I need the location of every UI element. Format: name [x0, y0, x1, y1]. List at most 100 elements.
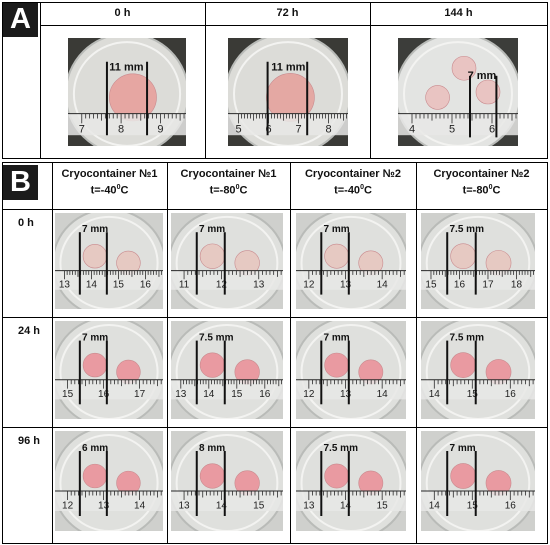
panel-b-divider — [52, 162, 53, 543]
ruler-number: 13 — [340, 389, 352, 400]
hydrogel-disc — [450, 463, 477, 489]
petri-dish-image: 14 15 16 7.5 mm — [421, 321, 535, 419]
ruler-number: 14 — [134, 501, 146, 512]
ruler-number: 15 — [62, 389, 74, 400]
petri-dish — [296, 213, 406, 309]
ruler-number: 14 — [377, 279, 389, 290]
petri-dish — [421, 431, 535, 531]
ruler-number: 14 — [340, 501, 352, 512]
dish-rim-highlight — [403, 41, 513, 146]
ruler — [296, 491, 406, 511]
panel-b-photo: 15 16 17 18 7.5 mm — [421, 213, 535, 309]
ruler — [296, 270, 406, 290]
panel-b-divider — [416, 162, 417, 543]
petri-dish-image: 11 12 13 7 mm — [171, 213, 283, 309]
ruler — [171, 491, 283, 511]
measurement-label: 7 mm — [324, 333, 350, 344]
ruler — [68, 113, 186, 136]
ruler-number: 16 — [140, 279, 152, 290]
ruler-number: 7 — [79, 124, 85, 136]
petri-dish-image: 13 14 15 7.5 mm — [296, 431, 406, 531]
ruler-number: 16 — [454, 279, 466, 290]
petri-dish-image: 15 16 17 18 7.5 mm — [421, 213, 535, 309]
panel-a-divider — [370, 2, 371, 158]
panel-b-col-header: Cryocontainer №2 t=-800C — [433, 168, 530, 197]
ruler — [296, 379, 406, 400]
measurement-label: 7 mm — [199, 224, 225, 235]
dish-rim-highlight — [59, 434, 159, 531]
petri-dish-image: 7 8 9 11 mm — [68, 38, 186, 146]
measurement-label: 7 mm — [450, 443, 476, 454]
hydrogel-disc — [82, 463, 108, 489]
panel-b-photo: 13 14 15 8 mm — [171, 431, 283, 531]
ruler-number: 7 — [295, 124, 301, 136]
ruler-number: 9 — [157, 124, 163, 136]
panel-a-divider — [40, 2, 41, 158]
ruler — [55, 379, 163, 400]
petri-dish — [55, 213, 163, 309]
ruler-number: 12 — [62, 501, 74, 512]
petri-dish-image: 15 16 17 7 mm — [55, 321, 163, 419]
ruler-number: 13 — [303, 501, 315, 512]
ruler-number: 14 — [216, 501, 228, 512]
panel-b-col-header: Cryocontainer №1 t=-800C — [180, 168, 277, 197]
ruler-number: 15 — [467, 501, 479, 512]
panel-b-photo: 13 14 15 16 7 mm — [55, 213, 163, 309]
panel-a-frame — [2, 2, 548, 159]
panel-a-divider — [205, 2, 206, 158]
panel-b-row-label: 24 h — [18, 325, 41, 337]
dish-rim-highlight — [59, 323, 159, 419]
hydrogel-disc — [82, 244, 108, 269]
ruler-number: 15 — [253, 501, 265, 512]
dish-rim-highlight — [425, 434, 531, 531]
hydrogel-disc — [450, 243, 477, 270]
hydrogel-disc — [324, 352, 350, 378]
ruler-number: 5 — [449, 124, 455, 136]
panel-b-row-divider — [2, 427, 547, 428]
ruler — [398, 113, 518, 136]
petri-dish-image: 12 13 14 6 mm — [55, 431, 163, 531]
ruler-number: 14 — [377, 389, 389, 400]
panel-b-col-header: Cryocontainer №1 t=-400C — [61, 168, 158, 197]
panel-b-photo: 13 14 15 16 7.5 mm — [171, 321, 283, 419]
panel-b-divider — [290, 162, 291, 543]
dish-rim-highlight — [175, 215, 279, 309]
petri-dish — [55, 431, 163, 531]
panel-b-photo: 12 13 14 6 mm — [55, 431, 163, 531]
hydrogel-disc — [451, 55, 477, 81]
ruler-number: 13 — [253, 279, 265, 290]
ruler-number: 8 — [325, 124, 331, 136]
ruler-number: 5 — [235, 124, 241, 136]
panel-a-col-header: 144 h — [444, 7, 473, 19]
ruler-number: 13 — [175, 389, 187, 400]
ruler — [171, 379, 283, 400]
ruler — [421, 379, 535, 400]
dish-rim-highlight — [300, 215, 402, 309]
ruler-number: 15 — [377, 501, 389, 512]
petri-dish — [171, 213, 283, 309]
ruler-number: 15 — [425, 279, 437, 290]
panel-b-photo: 11 12 13 7 mm — [171, 213, 283, 309]
petri-dish — [55, 321, 163, 419]
panel-a-col-header: 0 h — [114, 7, 131, 19]
measurement-label: 7.5 mm — [450, 224, 485, 235]
ruler-number: 6 — [489, 124, 495, 136]
ruler — [228, 113, 348, 136]
ruler-number: 13 — [179, 501, 191, 512]
dish-rim-highlight — [425, 323, 531, 419]
measurement-label: 11 mm — [109, 61, 143, 73]
ruler-number: 16 — [259, 389, 271, 400]
ruler-number: 18 — [511, 279, 523, 290]
hydrogel-disc — [475, 79, 501, 105]
measurement-label: 7.5 mm — [450, 333, 485, 344]
ruler-number: 12 — [303, 389, 315, 400]
hydrogel-disc — [199, 463, 226, 489]
panel-b-col-header: Cryocontainer №2 t=-400C — [304, 168, 401, 197]
measurement-label: 7.5 mm — [324, 443, 359, 454]
ruler — [171, 270, 283, 290]
panel-a-col-header: 72 h — [276, 7, 299, 19]
panel-a-header-divider — [40, 25, 547, 26]
measurement-label: 11 mm — [271, 61, 305, 73]
ruler-number: 12 — [216, 279, 228, 290]
ruler — [421, 491, 535, 511]
